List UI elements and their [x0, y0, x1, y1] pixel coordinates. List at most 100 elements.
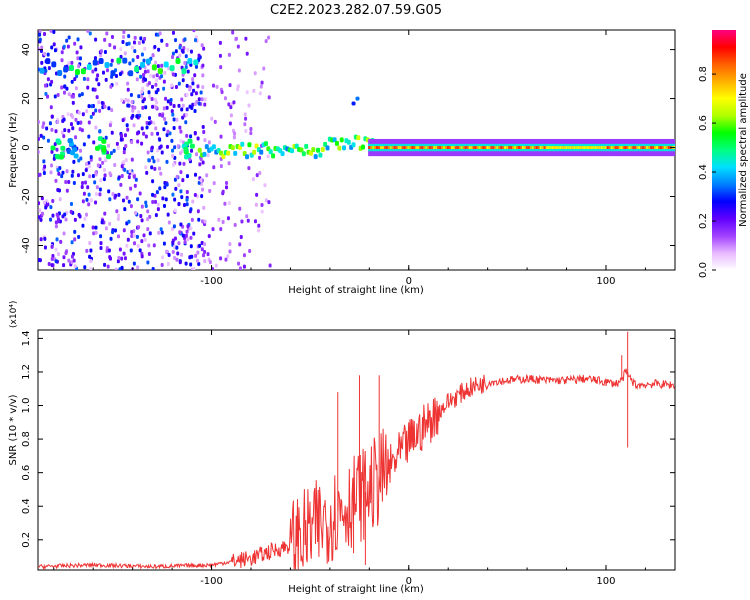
spectrogram-cell — [96, 163, 100, 168]
carrier-core — [376, 146, 379, 150]
spectrogram-cell — [233, 131, 237, 136]
spectrogram-cell — [73, 237, 77, 242]
spectrogram-cell — [134, 66, 140, 73]
carrier-core — [387, 146, 391, 150]
spectrogram-cell — [140, 141, 144, 146]
spectrogram-cell — [147, 251, 151, 256]
spectrogram-cell — [115, 141, 119, 146]
spectrogram-cell — [186, 224, 190, 229]
spectrogram-cell — [206, 252, 210, 257]
spectrogram-cell — [178, 260, 182, 265]
spectrogram-cell — [43, 245, 47, 250]
spectrogram-cell — [114, 74, 118, 79]
spectrogram-cell — [50, 45, 54, 50]
spectrogram-cell — [162, 203, 166, 208]
carrier-core — [638, 146, 641, 150]
spectrogram-cell — [210, 116, 214, 121]
carrier-core — [448, 146, 452, 150]
spectrogram-cell — [174, 186, 178, 191]
spectrogram-cell — [141, 99, 145, 104]
spectrogram-cell — [98, 58, 104, 65]
spectrogram-cell — [62, 263, 66, 268]
spectrogram-cell — [153, 97, 157, 102]
spectrogram-cell — [203, 97, 207, 102]
spectrogram-cell — [189, 244, 193, 249]
carrier-core — [368, 146, 371, 150]
spectrogram-cell — [40, 60, 44, 65]
carrier-core — [630, 146, 633, 150]
spectrogram-cell — [72, 180, 76, 185]
spectrogram-cell — [41, 124, 45, 129]
spectrogram-cell — [116, 146, 120, 151]
carrier-core — [433, 146, 436, 150]
carrier-core — [634, 146, 637, 150]
spectrogram-cell — [257, 228, 261, 233]
spectrogram-cell — [82, 191, 86, 196]
spectrogram-cell — [43, 83, 47, 88]
spectrogram-cell — [206, 153, 210, 158]
spectrogram-cell — [38, 47, 40, 52]
spectrogram-cell — [189, 207, 193, 212]
spectrogram-cell — [72, 159, 76, 164]
carrier-core — [472, 146, 476, 150]
spectrogram-cell — [174, 38, 178, 43]
spectrogram-cell — [171, 112, 175, 117]
spectrogram-cell — [74, 86, 78, 91]
spectrogram-cell — [267, 35, 271, 40]
carrier-core — [583, 146, 586, 150]
spectrogram-cell — [133, 35, 137, 40]
spectrogram-cell — [183, 61, 187, 66]
spectrogram-cell — [50, 263, 54, 268]
spectrogram-cell — [189, 226, 193, 231]
carrier-core — [614, 146, 618, 150]
spectrogram-cell — [197, 261, 201, 266]
spectrogram-cell — [131, 108, 135, 113]
spectrogram-cell — [183, 37, 187, 42]
spectrogram-cell — [162, 106, 166, 111]
spectrogram-cell — [221, 153, 226, 159]
carrier-core — [561, 146, 564, 150]
spectrogram-cell — [148, 231, 152, 236]
spectrogram-cell — [97, 136, 103, 142]
spectrogram-cell — [182, 203, 186, 208]
spectrogram-cell — [245, 214, 249, 219]
carrier-core — [527, 146, 531, 150]
carrier-core — [573, 146, 576, 150]
spectrogram-cell — [165, 182, 169, 187]
spectrogram-cell — [162, 79, 166, 84]
spectrogram-cell — [190, 148, 194, 153]
spectrogram-cell — [94, 108, 98, 113]
spectrogram-cell — [234, 36, 238, 41]
spectrogram-cell — [87, 192, 91, 197]
spectrogram-cell — [132, 174, 136, 179]
spectrogram-cell — [230, 145, 235, 151]
spectrogram-cell — [87, 120, 91, 125]
carrier-core — [411, 146, 414, 150]
spectrogram-cell — [228, 121, 232, 126]
spectrogram-cell — [156, 148, 160, 153]
spectrogram-cell — [121, 40, 125, 45]
spectrogram-cell — [159, 227, 163, 232]
spectrogram-cell — [51, 213, 55, 218]
carrier-core — [541, 146, 545, 150]
spectrogram-cell — [77, 64, 81, 69]
spectrogram-cell — [146, 260, 150, 265]
spectrogram-cell — [196, 136, 200, 141]
x-tick-label: 100 — [596, 276, 615, 287]
spectrogram-cell — [301, 151, 306, 157]
carrier-core — [642, 146, 645, 150]
spectrogram-cell — [55, 237, 59, 242]
spectrogram-cell — [71, 169, 75, 174]
carrier-core — [460, 146, 464, 150]
spectrogram-cell — [59, 239, 63, 244]
spectrogram-cell — [158, 145, 162, 150]
spectrogram-cell — [140, 89, 144, 94]
spectrogram-cell — [156, 202, 160, 207]
carrier-core — [456, 146, 460, 150]
spectrogram-cell — [50, 163, 54, 168]
spectrogram-cell — [186, 69, 190, 74]
spectrogram-cell — [191, 102, 195, 107]
spectrogram-cell — [50, 145, 56, 151]
spectrogram-cell — [175, 257, 179, 262]
spectrogram-cell — [139, 74, 143, 79]
